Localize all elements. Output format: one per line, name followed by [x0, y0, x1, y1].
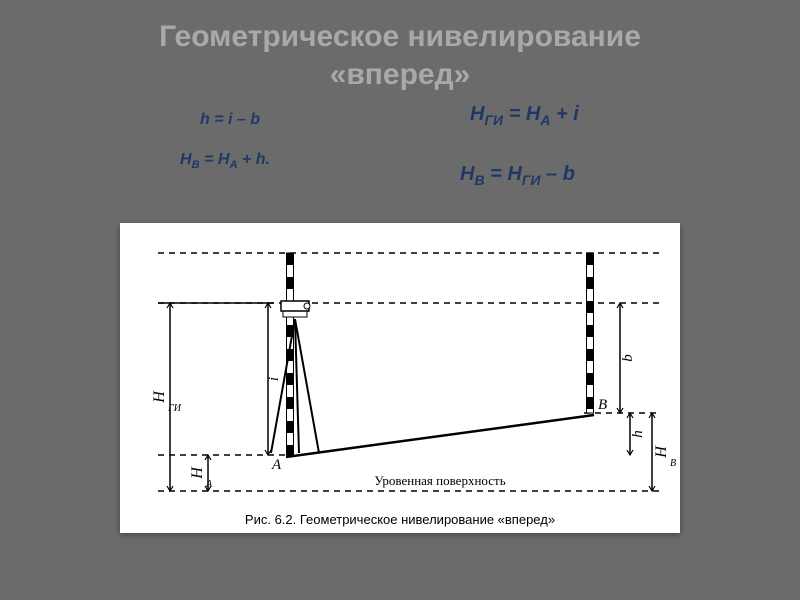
- svg-text:A: A: [205, 479, 213, 490]
- svg-text:b: b: [620, 354, 636, 362]
- svg-text:B: B: [598, 397, 607, 413]
- svg-text:B: B: [670, 458, 676, 469]
- title-line1: Геометрическое нивелирование: [0, 18, 800, 56]
- formula-hb2: HB = HГИ – b: [460, 163, 575, 188]
- formula-h: h = i – b: [200, 111, 260, 129]
- figure: HГИHAibhHBABУровенная поверхность Рис. 6…: [120, 223, 680, 533]
- figure-svg: HГИHAibhHBABУровенная поверхность: [120, 223, 680, 533]
- formula-hb1: HB = HA + h.: [180, 151, 270, 171]
- svg-text:H: H: [653, 445, 670, 459]
- svg-text:H: H: [151, 390, 168, 404]
- svg-text:H: H: [189, 466, 206, 480]
- svg-text:ГИ: ГИ: [167, 403, 182, 414]
- svg-text:i: i: [266, 377, 282, 381]
- svg-text:A: A: [271, 457, 282, 473]
- formula-area: h = i – b HB = HA + h. HГИ = HA + i HB =…: [0, 93, 800, 223]
- title-line2: «вперед»: [0, 56, 800, 94]
- svg-text:h: h: [630, 430, 646, 438]
- formula-hgi: HГИ = HA + i: [470, 103, 579, 128]
- figure-caption: Рис. 6.2. Геометрическое нивелирование «…: [120, 512, 680, 527]
- slide-title: Геометрическое нивелирование «вперед»: [0, 0, 800, 93]
- svg-text:Уровенная поверхность: Уровенная поверхность: [374, 473, 505, 488]
